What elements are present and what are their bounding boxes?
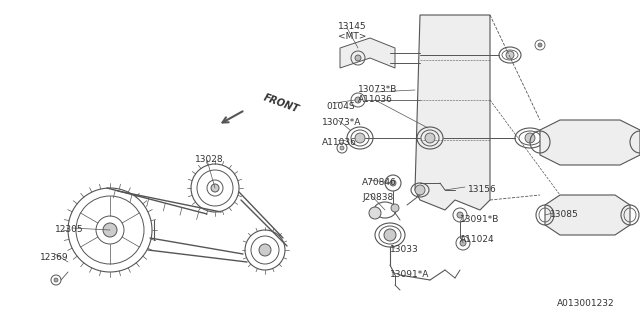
Polygon shape: [545, 195, 630, 235]
Circle shape: [457, 212, 463, 218]
Circle shape: [355, 133, 365, 143]
Text: FRONT: FRONT: [262, 93, 300, 115]
Text: 12369: 12369: [40, 253, 68, 262]
Text: A11036: A11036: [322, 138, 357, 147]
Polygon shape: [340, 38, 395, 68]
Text: <MT>: <MT>: [338, 32, 366, 41]
Text: A11024: A11024: [460, 235, 495, 244]
Text: A013001232: A013001232: [557, 299, 615, 308]
Circle shape: [340, 146, 344, 150]
Text: 13073*A: 13073*A: [322, 118, 362, 127]
Text: A70846: A70846: [362, 178, 397, 187]
Text: 13085: 13085: [550, 210, 579, 219]
Circle shape: [259, 244, 271, 256]
Circle shape: [506, 51, 514, 59]
Circle shape: [525, 133, 535, 143]
Circle shape: [538, 43, 542, 47]
Circle shape: [415, 185, 425, 195]
Text: 13073*B: 13073*B: [358, 85, 397, 94]
Circle shape: [425, 133, 435, 143]
Text: 12305: 12305: [55, 225, 84, 234]
Circle shape: [390, 180, 396, 186]
Circle shape: [369, 207, 381, 219]
Circle shape: [211, 184, 219, 192]
Text: J20838: J20838: [362, 193, 393, 202]
Circle shape: [355, 97, 361, 103]
Text: 13145: 13145: [338, 22, 367, 31]
Text: 13091*A: 13091*A: [390, 270, 429, 279]
Text: A11036: A11036: [358, 95, 393, 104]
Circle shape: [54, 278, 58, 282]
Polygon shape: [540, 120, 640, 165]
Circle shape: [384, 229, 396, 241]
Text: 13091*B: 13091*B: [460, 215, 499, 224]
Circle shape: [391, 204, 399, 212]
Text: 13156: 13156: [468, 185, 497, 194]
Circle shape: [460, 240, 466, 246]
Circle shape: [103, 223, 117, 237]
Text: 0104S: 0104S: [326, 102, 355, 111]
Circle shape: [355, 55, 361, 61]
Text: 13028: 13028: [195, 155, 223, 164]
Text: 13033: 13033: [390, 245, 419, 254]
Polygon shape: [415, 15, 490, 210]
